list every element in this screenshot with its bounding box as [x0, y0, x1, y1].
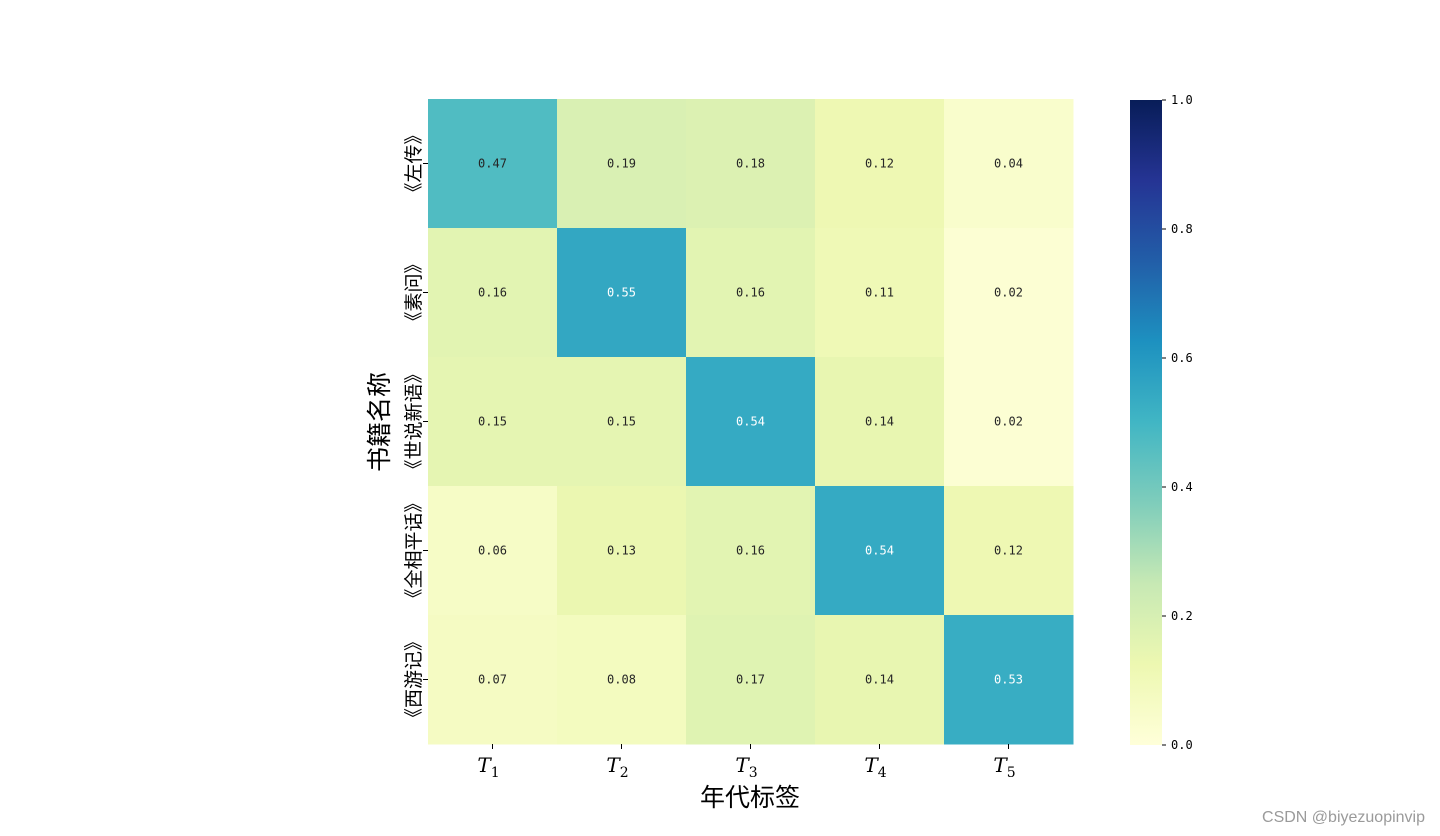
heatmap-cell-r4-c4	[944, 615, 1074, 745]
cell-annotation-r2-c2: 0.54	[736, 415, 765, 429]
heatmap-cell-r1-c1	[557, 228, 687, 358]
y-tick-label-4: 《西游记》	[403, 632, 425, 727]
cell-annotation-r0-c3: 0.12	[865, 157, 894, 171]
heatmap-cell-r2-c3	[815, 357, 945, 487]
y-tick-label-3: 《全相平话》	[403, 493, 425, 607]
cell-annotation-r1-c1: 0.55	[607, 286, 636, 300]
y-tick-label-1: 《素问》	[403, 254, 425, 330]
heatmap-cell-r0-c1	[557, 99, 687, 229]
heatmap-cell-r4-c0	[428, 615, 558, 745]
heatmap-cell-r3-c1	[557, 486, 687, 616]
x-axis-ticks: T1 T2 T3 T4 T5	[477, 744, 1016, 781]
cell-annotation-r3-c4: 0.12	[994, 544, 1023, 558]
cell-annotation-r2-c4: 0.02	[994, 415, 1023, 429]
cell-annotation-r4-c1: 0.08	[607, 673, 636, 687]
colorbar-tick-label-4: 0.8	[1171, 222, 1193, 236]
heatmap-cell-r0-c0	[428, 99, 558, 229]
cell-annotations: 0.47 0.19 0.18 0.12 0.04 0.16 0.55 0.16 0.11 0.02…	[478, 157, 1023, 687]
heatmap-grid	[428, 99, 1074, 745]
heatmap-cell-r2-c0	[428, 357, 558, 487]
heatmap-cell-r1-c3	[815, 228, 945, 358]
colorbar-tick-label-3: 0.6	[1171, 351, 1193, 365]
heatmap-cell-r2-c2	[686, 357, 816, 487]
cell-annotation-r0-c2: 0.18	[736, 157, 765, 171]
cell-annotation-r3-c2: 0.16	[736, 544, 765, 558]
heatmap-cell-r0-c3	[815, 99, 945, 229]
y-axis-ticks: 《左传》《素问》《世说新语》《全相平话》《西游记》	[403, 125, 428, 727]
heatmap-cell-r2-c1	[557, 357, 687, 487]
heatmap-cell-r3-c3	[815, 486, 945, 616]
y-tick-label-2: 《世说新语》	[403, 364, 425, 478]
cell-annotation-r4-c0: 0.07	[478, 673, 507, 687]
cell-annotation-r4-c3: 0.14	[865, 673, 894, 687]
cell-annotation-r3-c0: 0.06	[478, 544, 507, 558]
x-tick-label-4: T5	[993, 753, 1015, 781]
cell-annotation-r2-c1: 0.15	[607, 415, 636, 429]
heatmap-cell-r1-c4	[944, 228, 1074, 358]
heatmap-cell-r3-c2	[686, 486, 816, 616]
x-tick-label-3: T4	[864, 753, 886, 781]
watermark-text: CSDN @biyezuopinvip	[1262, 809, 1425, 826]
cell-annotation-r4-c2: 0.17	[736, 673, 765, 687]
cell-annotation-r1-c2: 0.16	[736, 286, 765, 300]
heatmap-cell-r0-c2	[686, 99, 816, 229]
cell-annotation-r0-c4: 0.04	[994, 157, 1023, 171]
y-tick-label-0: 《左传》	[403, 125, 425, 201]
colorbar-tick-label-2: 0.4	[1171, 480, 1193, 494]
cell-annotation-r1-c4: 0.02	[994, 286, 1023, 300]
colorbar-gradient	[1130, 100, 1162, 745]
cell-annotation-r4-c4: 0.53	[994, 673, 1023, 687]
cell-annotation-r0-c1: 0.19	[607, 157, 636, 171]
cell-annotation-r3-c3: 0.54	[865, 544, 894, 558]
y-axis-label: 书籍名称	[365, 372, 394, 472]
cell-annotation-r2-c0: 0.15	[478, 415, 507, 429]
heatmap-cell-r1-c0	[428, 228, 558, 358]
heatmap-cell-r3-c4	[944, 486, 1074, 616]
heatmap-cell-r3-c0	[428, 486, 558, 616]
cell-annotation-r0-c0: 0.47	[478, 157, 507, 171]
colorbar-tick-label-1: 0.2	[1171, 609, 1193, 623]
x-tick-label-0: T1	[477, 753, 499, 781]
x-tick-label-2: T3	[735, 753, 757, 781]
colorbar-tick-label-0: 0.0	[1171, 738, 1193, 752]
heatmap-cell-r0-c4	[944, 99, 1074, 229]
heatmap-cell-r4-c1	[557, 615, 687, 745]
heatmap-cell-r2-c4	[944, 357, 1074, 487]
heatmap-cell-r1-c2	[686, 228, 816, 358]
colorbar: 0.0 0.2 0.4 0.6 0.8 1.0	[1130, 93, 1193, 752]
cell-annotation-r1-c0: 0.16	[478, 286, 507, 300]
heatmap-cell-r4-c2	[686, 615, 816, 745]
colorbar-ticks: 0.0 0.2 0.4 0.6 0.8 1.0	[1162, 93, 1193, 752]
x-axis-label: 年代标签	[700, 783, 800, 812]
cell-annotation-r3-c1: 0.13	[607, 544, 636, 558]
cell-annotation-r1-c3: 0.11	[865, 286, 894, 300]
colorbar-tick-label-5: 1.0	[1171, 93, 1193, 107]
x-tick-label-1: T2	[606, 753, 628, 781]
heatmap-cell-r4-c3	[815, 615, 945, 745]
cell-annotation-r2-c3: 0.14	[865, 415, 894, 429]
